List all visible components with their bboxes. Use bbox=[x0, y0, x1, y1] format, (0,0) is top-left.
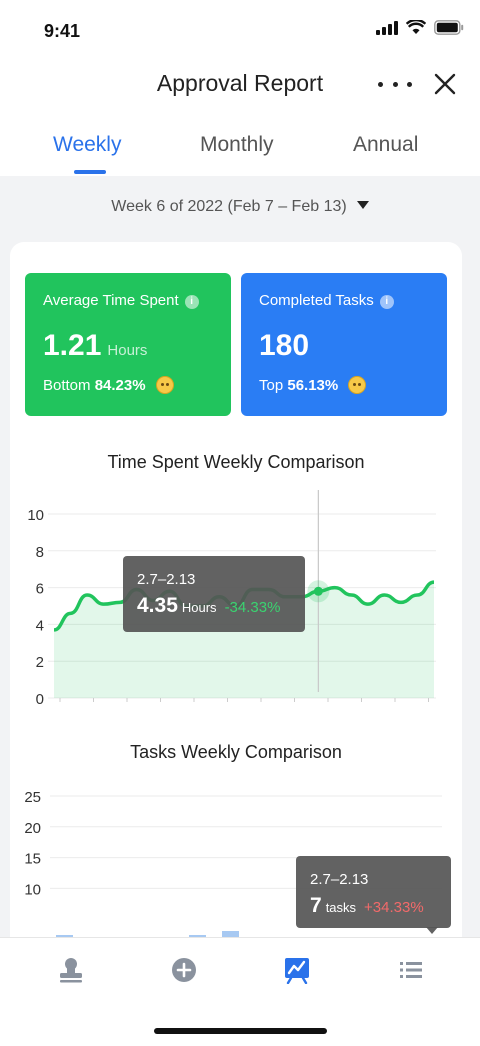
tooltip-change: -34.33% bbox=[224, 599, 281, 616]
stat-card-completed-tasks: Completed Tasks i 180 Top 56.13% bbox=[241, 273, 447, 416]
time-chart-title: Time Spent Weekly Comparison bbox=[107, 452, 365, 472]
bar bbox=[56, 935, 73, 938]
tooltip-range: 2.7–2.13 bbox=[310, 871, 369, 888]
y-tick-label: 10 bbox=[24, 881, 41, 898]
list-icon bbox=[400, 962, 422, 978]
time-chart-tooltip: 2.7–2.13 4.35 Hours -34.33% bbox=[123, 556, 305, 632]
worried-face-icon bbox=[155, 376, 174, 394]
rank-prefix: Top bbox=[259, 377, 284, 394]
tooltip-pointer bbox=[426, 927, 438, 934]
tooltip-unit: tasks bbox=[325, 900, 357, 915]
bar bbox=[189, 935, 206, 938]
y-tick-label: 4 bbox=[36, 617, 44, 634]
y-tick-label: 25 bbox=[24, 789, 41, 806]
stat-card-average-time: Average Time Spent i 1.21 Hours Bottom 84.… bbox=[25, 273, 231, 416]
y-tick-label: 10 bbox=[27, 507, 44, 524]
report-chart-icon bbox=[285, 958, 309, 984]
y-tick-label: 20 bbox=[24, 820, 41, 837]
home-indicator bbox=[154, 1028, 327, 1034]
wifi-icon bbox=[406, 20, 426, 34]
tasks-chart-title: Tasks Weekly Comparison bbox=[130, 742, 342, 762]
status-icons bbox=[376, 20, 464, 35]
page-title: Approval Report bbox=[156, 70, 324, 96]
close-icon[interactable] bbox=[433, 72, 457, 96]
status-time: 9:41 bbox=[44, 21, 81, 41]
signal-icon bbox=[376, 20, 398, 35]
tooltip-range: 2.7–2.13 bbox=[137, 571, 196, 588]
y-tick-label: 2 bbox=[36, 654, 44, 671]
nav-report[interactable] bbox=[282, 955, 312, 985]
tasks-chart[interactable]: 10 15 20 25 bbox=[0, 778, 480, 938]
stat-label: Completed Tasks bbox=[259, 292, 374, 309]
rank-value: 56.13% bbox=[287, 377, 339, 394]
tooltip-value: 4.35 bbox=[137, 594, 178, 617]
stamp-icon bbox=[60, 958, 82, 983]
tooltip-value: 7 bbox=[310, 894, 322, 917]
nav-list[interactable] bbox=[396, 955, 426, 985]
battery-icon bbox=[434, 20, 464, 35]
add-circle-icon bbox=[172, 958, 196, 982]
active-tab-indicator bbox=[74, 170, 106, 174]
tooltip-change: +34.33% bbox=[364, 899, 424, 916]
y-tick-label: 8 bbox=[36, 544, 44, 561]
info-icon[interactable]: i bbox=[184, 295, 199, 309]
highlight-point bbox=[313, 586, 323, 596]
caret-down-icon bbox=[356, 201, 369, 209]
more-options-icon[interactable] bbox=[378, 82, 412, 90]
grinning-face-icon bbox=[348, 376, 367, 394]
rank-prefix: Bottom bbox=[43, 377, 91, 394]
stat-label: Average Time Spent bbox=[43, 292, 179, 309]
tab-annual[interactable]: Annual bbox=[353, 133, 419, 156]
stat-value: 180 bbox=[259, 329, 310, 362]
info-icon[interactable]: i bbox=[379, 295, 394, 309]
week-label: Week 6 of 2022 (Feb 7 – Feb 13) bbox=[111, 198, 347, 215]
tab-monthly[interactable]: Monthly bbox=[200, 133, 274, 156]
nav-approval[interactable] bbox=[56, 955, 86, 985]
bar bbox=[222, 931, 239, 938]
y-tick-label: 6 bbox=[36, 581, 44, 598]
tasks-chart-tooltip: 2.7–2.13 7 tasks +34.33% bbox=[296, 856, 451, 928]
stat-unit: Hours bbox=[107, 342, 148, 359]
nav-add[interactable] bbox=[169, 955, 199, 985]
tab-weekly[interactable]: Weekly bbox=[53, 133, 122, 156]
week-selector[interactable]: Week 6 of 2022 (Feb 7 – Feb 13) bbox=[0, 198, 480, 216]
y-tick-label: 15 bbox=[24, 851, 41, 868]
top-area bbox=[0, 0, 480, 176]
rank-value: 84.23% bbox=[94, 377, 146, 394]
bottom-tab-bar bbox=[0, 937, 480, 1046]
tooltip-unit: Hours bbox=[181, 600, 217, 615]
y-tick-label: 0 bbox=[36, 691, 44, 708]
stat-value: 1.21 bbox=[43, 329, 102, 362]
